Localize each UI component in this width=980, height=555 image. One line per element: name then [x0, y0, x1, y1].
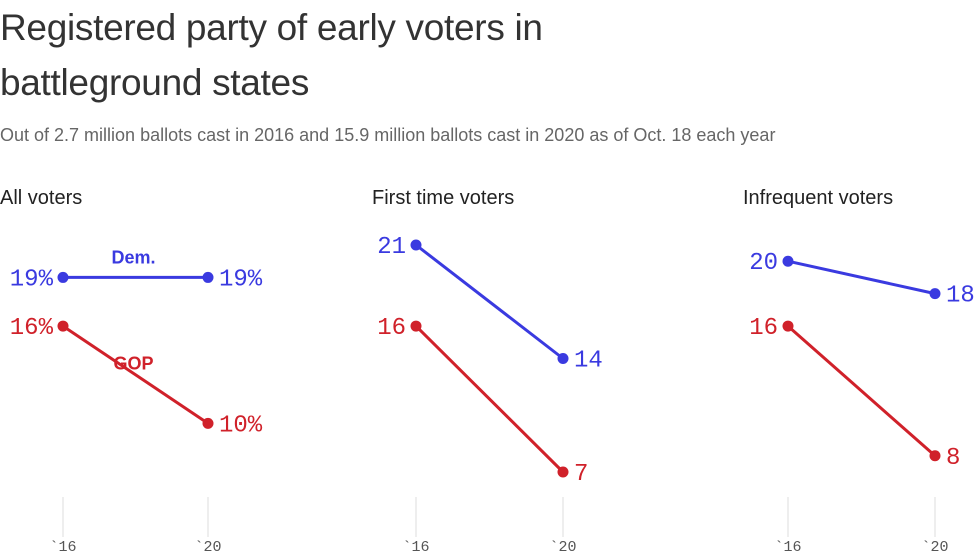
- data-point-gop: [929, 450, 941, 462]
- data-label-dem: 19%: [10, 266, 54, 293]
- series-line-dem: [787, 259, 936, 296]
- x-tick-label: `20: [921, 539, 948, 555]
- data-label-dem: 18: [946, 283, 975, 310]
- data-point-dem: [557, 353, 569, 364]
- data-label-dem: 14: [574, 348, 603, 375]
- series-line-gop: [414, 325, 565, 474]
- chart-title: Registered party of early voters in batt…: [0, 7, 543, 103]
- data-label-gop: 7: [574, 461, 588, 488]
- data-point-gop: [202, 417, 214, 429]
- data-point-dem: [929, 288, 941, 300]
- chart-subtitle: Out of 2.7 million ballots cast in 2016 …: [0, 125, 776, 145]
- x-tick-label: `16: [49, 539, 76, 555]
- series-line-gop: [62, 324, 209, 425]
- data-label-gop: 10%: [219, 412, 263, 439]
- series-line-gop: [787, 324, 936, 457]
- panel-title: First time voters: [372, 187, 514, 209]
- series-label-gop: GOP: [113, 354, 153, 374]
- x-tick-label: `16: [774, 539, 801, 555]
- panel-title: All voters: [0, 187, 82, 209]
- data-point-gop: [557, 466, 569, 478]
- x-tick-label: `20: [194, 539, 221, 555]
- panel-title: Infrequent voters: [743, 187, 893, 209]
- series-line-dem: [415, 243, 564, 360]
- x-tick-label: `16: [402, 539, 429, 555]
- data-label-dem: 20: [749, 250, 778, 277]
- data-label-dem: 21: [377, 234, 406, 261]
- data-point-dem: [57, 271, 69, 283]
- data-point-dem: [202, 271, 214, 283]
- data-label-gop: 8: [946, 445, 960, 472]
- data-point-dem: [410, 239, 422, 251]
- data-point-gop: [782, 320, 794, 332]
- data-label-dem: 19%: [219, 266, 263, 293]
- data-label-gop: 16: [749, 315, 778, 342]
- data-label-gop: 16%: [10, 315, 54, 342]
- data-label-gop: 16: [377, 315, 406, 342]
- x-tick-label: `20: [549, 539, 576, 555]
- data-point-gop: [410, 320, 422, 332]
- data-point-dem: [782, 255, 794, 267]
- data-point-gop: [57, 320, 69, 332]
- series-label-dem: Dem.: [111, 247, 155, 267]
